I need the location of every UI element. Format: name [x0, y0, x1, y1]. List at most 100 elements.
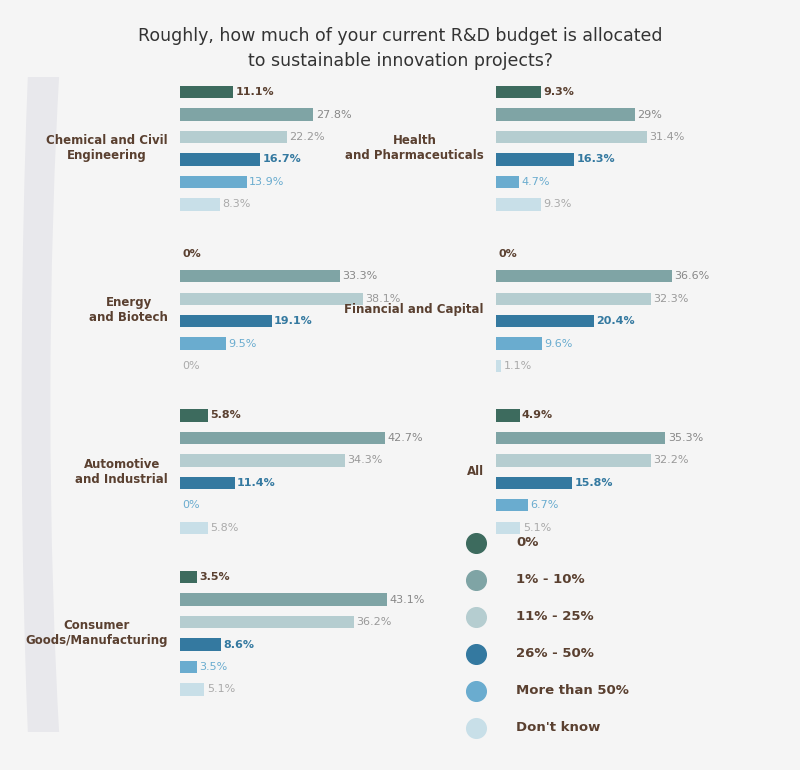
Point [470, 685, 482, 697]
Bar [180, 109, 314, 121]
Point [470, 611, 482, 623]
Bar [180, 683, 205, 695]
Text: 4.9%: 4.9% [522, 410, 553, 420]
Wedge shape [22, 0, 184, 770]
Bar [180, 638, 222, 651]
Bar [180, 293, 363, 305]
Text: 32.2%: 32.2% [653, 455, 689, 465]
Text: 33.3%: 33.3% [342, 271, 378, 281]
Bar [180, 477, 234, 489]
Bar [180, 337, 226, 350]
Bar [180, 661, 197, 673]
Text: 27.8%: 27.8% [316, 109, 351, 119]
Text: 9.6%: 9.6% [545, 339, 573, 349]
Bar [496, 270, 672, 283]
Text: 22.2%: 22.2% [289, 132, 325, 142]
Text: 36.6%: 36.6% [674, 271, 710, 281]
Text: Automotive
and Industrial: Automotive and Industrial [75, 457, 168, 486]
Text: 31.4%: 31.4% [649, 132, 685, 142]
Text: Financial and Capital: Financial and Capital [345, 303, 484, 316]
Text: 9.5%: 9.5% [228, 339, 256, 349]
Text: 19.1%: 19.1% [274, 316, 313, 326]
Text: 0%: 0% [182, 361, 200, 371]
Bar [496, 499, 528, 511]
Text: 34.3%: 34.3% [347, 455, 382, 465]
Text: 8.3%: 8.3% [222, 199, 250, 209]
Point [470, 648, 482, 660]
Text: 5.1%: 5.1% [523, 523, 551, 533]
Text: 8.6%: 8.6% [224, 640, 254, 650]
Text: 0%: 0% [182, 249, 201, 259]
Text: 9.3%: 9.3% [543, 87, 574, 97]
Text: Consumer
Goods/Manufacturing: Consumer Goods/Manufacturing [26, 619, 168, 648]
Text: 32.3%: 32.3% [654, 293, 689, 303]
Bar [496, 337, 542, 350]
Bar [180, 616, 354, 628]
Bar [496, 410, 519, 422]
Text: Chemical and Civil
Engineering: Chemical and Civil Engineering [46, 134, 168, 162]
Bar [496, 432, 666, 444]
Text: All: All [467, 465, 484, 478]
Text: 11% - 25%: 11% - 25% [516, 611, 594, 623]
Bar [180, 594, 387, 606]
Text: 5.8%: 5.8% [210, 523, 238, 533]
Bar [496, 477, 572, 489]
Text: 42.7%: 42.7% [387, 433, 423, 443]
Text: 1.1%: 1.1% [504, 361, 532, 371]
Bar [180, 153, 260, 166]
Bar [496, 109, 635, 121]
Bar [180, 571, 197, 584]
Bar [496, 153, 574, 166]
Text: 43.1%: 43.1% [390, 594, 425, 604]
Text: 13.9%: 13.9% [249, 177, 285, 187]
Text: 15.8%: 15.8% [574, 478, 613, 488]
Bar [180, 454, 345, 467]
Bar [496, 198, 541, 210]
Bar [496, 131, 646, 143]
Point [470, 574, 482, 586]
Text: 16.7%: 16.7% [262, 155, 302, 165]
Bar [180, 131, 286, 143]
Bar [496, 454, 650, 467]
Text: 26% - 50%: 26% - 50% [516, 648, 594, 660]
Text: 4.7%: 4.7% [521, 177, 550, 187]
Text: 36.2%: 36.2% [356, 617, 391, 627]
Bar [180, 521, 208, 534]
Text: 0%: 0% [516, 537, 538, 549]
Text: More than 50%: More than 50% [516, 685, 629, 697]
Text: 29%: 29% [638, 109, 662, 119]
Bar [180, 86, 234, 99]
Text: 5.8%: 5.8% [210, 410, 241, 420]
Text: Don't know: Don't know [516, 721, 600, 734]
Bar [180, 176, 246, 188]
Text: Health
and Pharmaceuticals: Health and Pharmaceuticals [346, 134, 484, 162]
Point [470, 721, 482, 734]
Bar [496, 86, 541, 99]
Text: 38.1%: 38.1% [366, 293, 401, 303]
Bar [180, 270, 340, 283]
Text: Roughly, how much of your current R&D budget is allocated
to sustainable innovat: Roughly, how much of your current R&D bu… [138, 27, 662, 70]
Bar [180, 410, 208, 422]
Text: 0%: 0% [182, 500, 200, 511]
Text: Energy
and Biotech: Energy and Biotech [89, 296, 168, 324]
Text: 11.1%: 11.1% [236, 87, 274, 97]
Bar [496, 315, 594, 327]
Bar [180, 432, 385, 444]
Text: 3.5%: 3.5% [199, 572, 230, 582]
Text: 0%: 0% [498, 249, 517, 259]
Bar [180, 198, 220, 210]
Bar [496, 360, 502, 372]
Bar [180, 315, 272, 327]
Text: 11.4%: 11.4% [237, 478, 276, 488]
Bar [496, 293, 651, 305]
Text: 20.4%: 20.4% [596, 316, 635, 326]
Text: 1% - 10%: 1% - 10% [516, 574, 585, 586]
Bar [496, 521, 521, 534]
Bar [496, 176, 518, 188]
Text: 35.3%: 35.3% [668, 433, 703, 443]
Point [470, 537, 482, 549]
Text: 16.3%: 16.3% [577, 155, 615, 165]
Text: 3.5%: 3.5% [199, 662, 227, 672]
Text: 9.3%: 9.3% [543, 199, 571, 209]
Text: 5.1%: 5.1% [207, 685, 235, 695]
